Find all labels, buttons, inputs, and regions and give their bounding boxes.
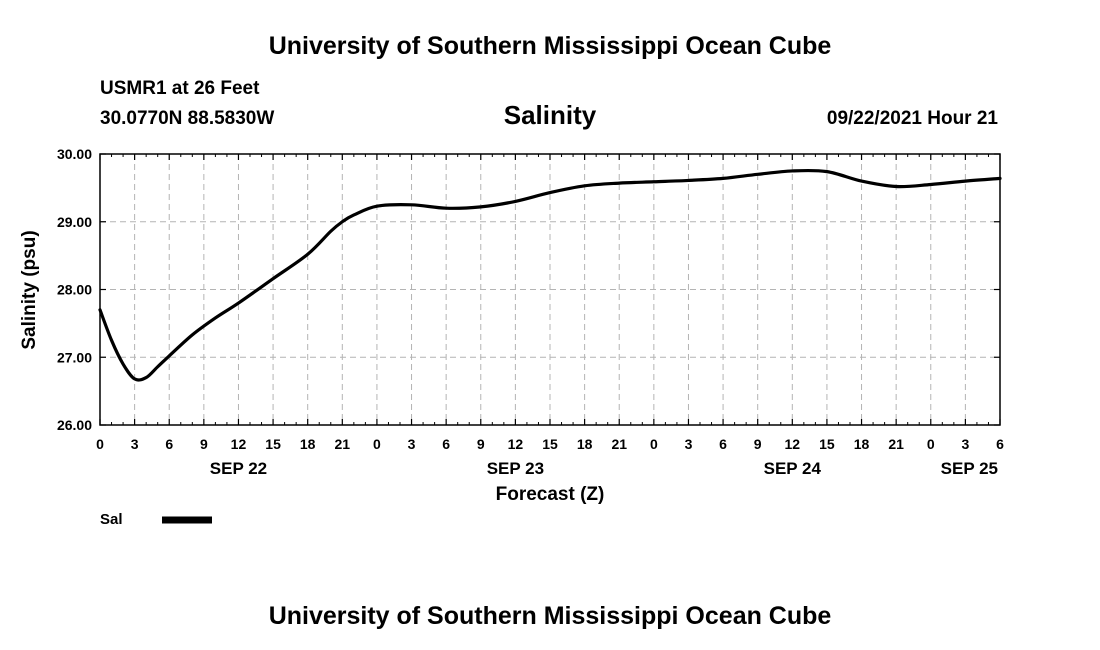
- x-tick-label: 3: [685, 436, 693, 452]
- forecast-datetime: 09/22/2021 Hour 21: [827, 108, 999, 129]
- day-label: SEP 25: [941, 459, 998, 478]
- x-tick-label: 21: [611, 436, 627, 452]
- x-axis-label: Forecast (Z): [496, 484, 605, 505]
- x-tick-label: 18: [854, 436, 870, 452]
- series-line-sal: [98, 168, 1002, 382]
- variable-title: Salinity: [504, 100, 597, 130]
- y-tick-label: 27.00: [57, 349, 92, 365]
- x-tick-label: 15: [542, 436, 558, 452]
- x-tick-label: 0: [96, 436, 104, 452]
- x-tick-label: 6: [165, 436, 173, 452]
- x-tick-label: 12: [508, 436, 524, 452]
- x-tick-label: 9: [477, 436, 485, 452]
- y-axis-label: Salinity (psu): [19, 230, 40, 349]
- x-tick-label: 15: [265, 436, 281, 452]
- x-tick-label: 6: [719, 436, 727, 452]
- chart-title: University of Southern Mississippi Ocean…: [269, 32, 832, 60]
- x-tick-label: 6: [442, 436, 450, 452]
- y-tick-label: 28.00: [57, 282, 92, 298]
- plot-grid: [100, 154, 1000, 425]
- y-tick-label: 29.00: [57, 214, 92, 230]
- legend: Sal: [100, 511, 212, 528]
- x-tick-label: 21: [335, 436, 351, 452]
- x-tick-label: 0: [650, 436, 658, 452]
- station-label: USMR1 at 26 Feet: [100, 78, 260, 99]
- day-label: SEP 23: [487, 459, 544, 478]
- x-tick-label: 12: [785, 436, 801, 452]
- x-tick-label: 9: [754, 436, 762, 452]
- legend-label: Sal: [100, 511, 123, 528]
- x-tick-label: 3: [961, 436, 969, 452]
- x-tick-label: 0: [927, 436, 935, 452]
- x-tick-label: 12: [231, 436, 247, 452]
- day-label: SEP 24: [764, 459, 822, 478]
- x-tick-label: 9: [200, 436, 208, 452]
- axis-ticks: 0 3 6 9 12 15 18 21 0 3 6 9 12 15 18 21 0 3 6 9 12 15 18 21 0 3 6 2…: [57, 146, 1004, 478]
- x-tick-label: 21: [888, 436, 904, 452]
- day-label: SEP 22: [210, 459, 267, 478]
- y-tick-label: 30.00: [57, 146, 92, 162]
- x-tick-label: 18: [300, 436, 316, 452]
- x-tick-label: 3: [131, 436, 139, 452]
- coordinates-label: 30.0770N 88.5830W: [100, 108, 274, 129]
- footer-title: University of Southern Mississippi Ocean…: [269, 602, 832, 630]
- x-tick-label: 6: [996, 436, 1004, 452]
- x-tick-label: 15: [819, 436, 835, 452]
- series-layer: [98, 168, 1002, 382]
- y-tick-label: 26.00: [57, 417, 92, 433]
- x-tick-label: 3: [408, 436, 416, 452]
- x-tick-label: 0: [373, 436, 381, 452]
- x-tick-label: 18: [577, 436, 593, 452]
